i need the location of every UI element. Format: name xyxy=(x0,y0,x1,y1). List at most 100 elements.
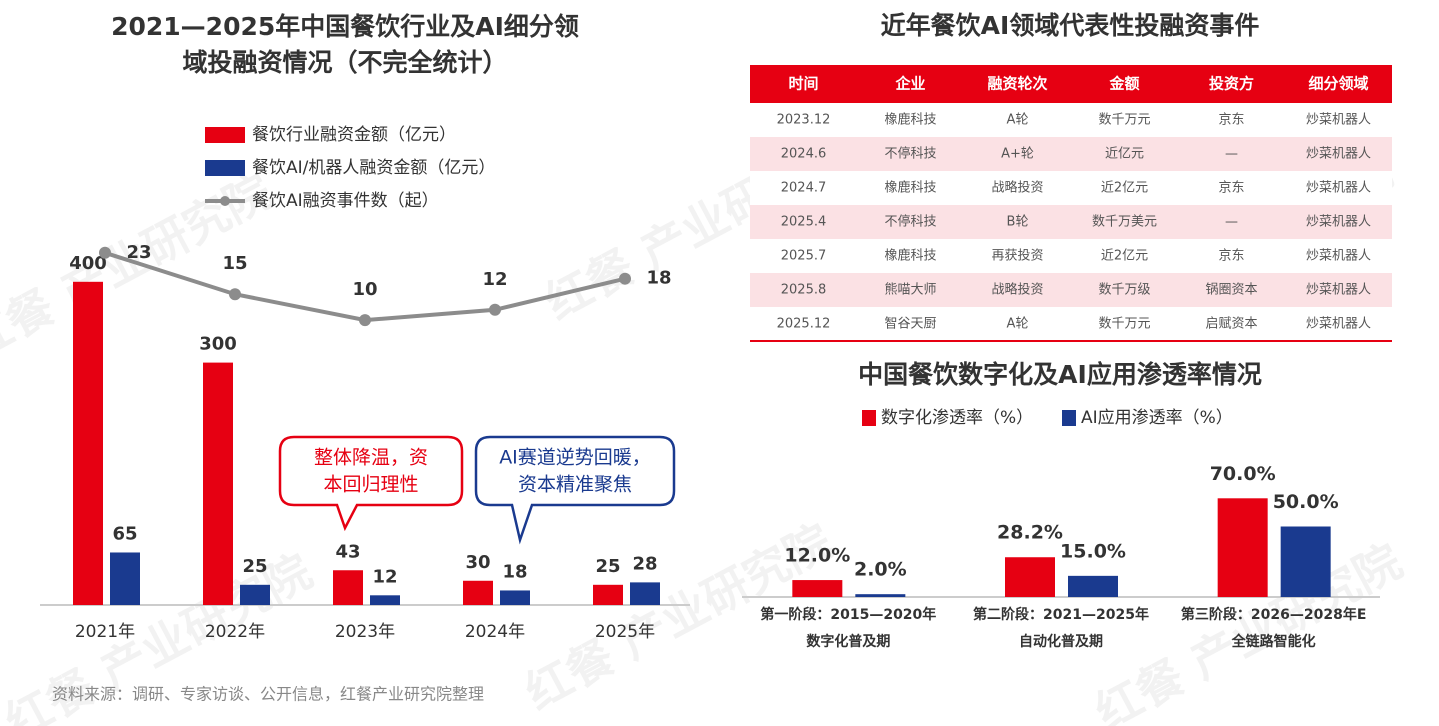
table-cell: A轮 xyxy=(1007,113,1029,128)
table-cell: 锅圈资本 xyxy=(1205,282,1257,298)
table-cell: 战略投资 xyxy=(991,282,1043,298)
table-cell: — xyxy=(1225,215,1238,230)
bar xyxy=(792,580,843,597)
bar xyxy=(1005,557,1055,597)
table-cell: 近亿元 xyxy=(1105,147,1144,162)
data-label: 28.2% xyxy=(997,522,1063,544)
x-tick-label: 2025年 xyxy=(595,622,655,642)
data-label: 43 xyxy=(335,541,360,562)
table-header: 金额 xyxy=(1108,75,1139,93)
table-row-bg xyxy=(750,137,1392,171)
data-label: 12 xyxy=(372,566,397,587)
table-cell: 数千万级 xyxy=(1098,283,1150,298)
x-tick-label: 2022年 xyxy=(205,622,265,642)
table-cell: 炒菜机器人 xyxy=(1306,249,1371,264)
data-label: 10 xyxy=(352,279,377,300)
table-cell: 炒菜机器人 xyxy=(1306,147,1371,162)
bar xyxy=(855,594,906,597)
table-cell: 炒菜机器人 xyxy=(1306,181,1371,196)
bar xyxy=(1217,498,1268,597)
source-note: 资料来源：调研、专家访谈、公开信息，红餐产业研究院整理 xyxy=(52,685,484,704)
line-point xyxy=(619,272,631,285)
table-cell: B轮 xyxy=(1007,215,1029,230)
table-cell: 京东 xyxy=(1218,181,1244,196)
line-point xyxy=(99,246,111,259)
annotation: 整体降温，资 xyxy=(314,447,428,469)
data-label: 15 xyxy=(222,253,247,274)
bar xyxy=(1280,526,1331,597)
table-header: 时间 xyxy=(788,75,818,93)
table-header: 企业 xyxy=(894,75,925,93)
line-point xyxy=(489,303,501,316)
data-label: 70.0% xyxy=(1210,463,1276,485)
table-title: 近年餐饮AI领域代表性投融资事件 xyxy=(881,11,1260,40)
data-label: 65 xyxy=(112,523,137,544)
chart-title: 中国餐饮数字化及AI应用渗透率情况 xyxy=(858,360,1262,389)
table-cell: 不停科技 xyxy=(884,146,936,162)
data-label: 50.0% xyxy=(1273,491,1339,513)
x-tick-sublabel: 全链路智能化 xyxy=(1231,633,1316,650)
table-cell: 数千万元 xyxy=(1098,113,1150,128)
callout xyxy=(474,435,676,545)
table-row-bg xyxy=(750,171,1392,205)
x-tick-label: 第一阶段：2015—2020年 xyxy=(760,606,936,623)
bar xyxy=(370,595,400,605)
data-label: 400 xyxy=(69,253,107,274)
table-cell: 启赋资本 xyxy=(1205,317,1257,332)
annotation: 本回归理性 xyxy=(323,474,418,496)
legend-label: 餐饮行业融资金额（亿元） xyxy=(252,125,456,145)
data-label: 12 xyxy=(482,269,507,290)
x-tick-label: 第二阶段：2021—2025年 xyxy=(973,606,1149,623)
table-cell: 不停科技 xyxy=(884,214,936,230)
table-cell: 近2亿元 xyxy=(1101,181,1148,196)
legend-label: 餐饮AI融资事件数（起） xyxy=(252,191,439,211)
table-cell: 近2亿元 xyxy=(1101,249,1148,264)
chart-title: 2021—2025年中国餐饮行业及AI细分领 xyxy=(111,12,579,41)
x-tick-sublabel: 自动化普及期 xyxy=(1019,633,1103,650)
data-label: 300 xyxy=(199,334,237,355)
bar xyxy=(203,362,233,605)
annotation: 资本精准聚焦 xyxy=(518,474,632,496)
table-cell: 炒菜机器人 xyxy=(1306,317,1371,332)
table-cell: 炒菜机器人 xyxy=(1306,283,1371,298)
data-label: 25 xyxy=(595,556,620,577)
table-cell: 2023.12 xyxy=(777,113,831,128)
table-cell: 2025.12 xyxy=(777,317,831,332)
legend-marker xyxy=(205,160,245,176)
table-cell: 橡鹿科技 xyxy=(884,180,936,196)
table-cell: A轮 xyxy=(1007,317,1029,332)
legend-label: 餐饮AI/机器人融资金额（亿元） xyxy=(252,158,495,178)
annotation: AI赛道逆势回暖， xyxy=(499,447,651,469)
table-cell: 数千万美元 xyxy=(1092,215,1157,230)
x-tick-label: 2021年 xyxy=(75,622,135,642)
table-cell: 橡鹿科技 xyxy=(884,112,936,128)
table-header-bg xyxy=(750,65,1392,103)
bar xyxy=(630,582,660,605)
data-label: 23 xyxy=(126,242,151,263)
table-cell: 数千万元 xyxy=(1098,317,1150,332)
data-label: 25 xyxy=(242,556,267,577)
bar xyxy=(1068,575,1118,597)
table-row-bg xyxy=(750,205,1392,239)
table-cell: A+轮 xyxy=(1001,147,1034,162)
legend-marker xyxy=(862,410,876,426)
data-label: 12.0% xyxy=(784,545,850,567)
bar xyxy=(240,584,270,605)
table-cell: 京东 xyxy=(1218,249,1244,264)
legend-marker xyxy=(1062,410,1076,426)
table-cell: 炒菜机器人 xyxy=(1306,113,1371,128)
legend-label: AI应用渗透率（%） xyxy=(1081,408,1233,428)
callout xyxy=(278,435,464,532)
data-label: 15.0% xyxy=(1060,540,1126,562)
table-cell: 2025.4 xyxy=(781,215,827,230)
table-cell: 2025.7 xyxy=(781,249,827,264)
bar xyxy=(333,570,363,605)
bar xyxy=(463,580,493,605)
data-label: 18 xyxy=(646,268,671,289)
chart-title: 域投融资情况（不完全统计） xyxy=(182,48,507,77)
line-point xyxy=(359,314,371,327)
legend-label: 数字化渗透率（%） xyxy=(881,408,1033,428)
table-cell: 2024.7 xyxy=(781,181,827,196)
